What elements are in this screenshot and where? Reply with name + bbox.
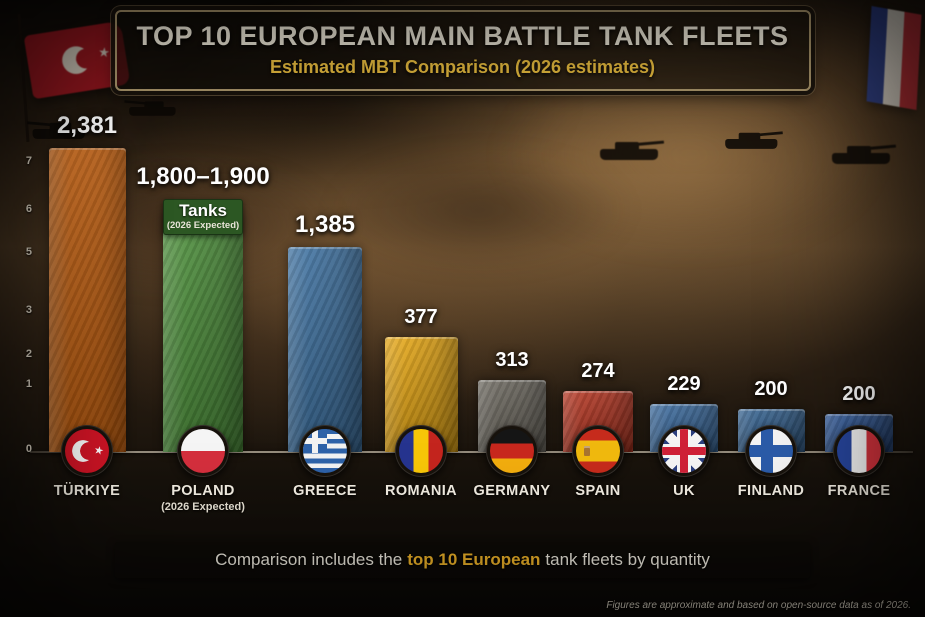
country-label: TÜRKIYE: [53, 483, 121, 499]
chart-baseline: [30, 451, 913, 453]
banner-text-highlight: top 10 European: [407, 550, 541, 569]
bar-finland: 200 FINLAND: [737, 378, 805, 499]
bar-spain: 274 SPAIN: [563, 360, 633, 499]
tank-hull: [600, 149, 658, 160]
bar-value-label: 200: [842, 383, 876, 405]
finland-flag-icon: [749, 429, 793, 473]
germany-flag-icon: [490, 429, 534, 473]
spain-flag-icon: [576, 429, 620, 473]
tank-hull: [725, 139, 778, 149]
tank-turret: [615, 142, 639, 151]
tank-turret: [738, 132, 761, 141]
country-label: GREECE: [293, 483, 357, 499]
banner-text-pre: Comparison includes the: [215, 550, 403, 569]
bar-value-label: 1,385: [294, 211, 356, 238]
page-title: TOP 10 EUROPEAN MAIN BATTLE TANK FLEETS: [136, 21, 789, 51]
flag-badge: [395, 425, 447, 477]
country-label: FRANCE: [827, 483, 891, 499]
turkiye-flag-icon: [65, 429, 109, 473]
page-subtitle: Estimated MBT Comparison (2026 estimates…: [269, 57, 656, 77]
bar-france: 200 FRANCE: [825, 383, 893, 499]
flag-badge: [61, 425, 113, 477]
bar-value-label: 200: [754, 378, 788, 400]
flag-badge: [833, 425, 885, 477]
tank-silhouette: [600, 138, 665, 160]
bar-greece: 1,385 GREECE: [288, 211, 362, 499]
bar-uk: 229 UK: [650, 373, 718, 499]
flag-badge: [299, 425, 351, 477]
banner-text-post: tank fleets by quantity: [545, 550, 710, 569]
flag-badge: [177, 425, 229, 477]
country-label: FINLAND: [737, 483, 805, 499]
bar-value-label: 377: [404, 306, 438, 328]
bottom-banner: Comparison includes the top 10 European ta…: [115, 542, 810, 578]
expected-tanks-plaque: Tanks (2026 Expected): [163, 199, 243, 236]
romania-flag-icon: [399, 429, 443, 473]
tank-turret: [847, 146, 871, 155]
bar-value-label: 2,381: [56, 112, 118, 139]
plaque-line2: (2026 Expected): [166, 219, 240, 231]
plaque-line1: Tanks: [179, 201, 227, 220]
country-label: GERMANY: [473, 483, 551, 499]
flag-badge: [745, 425, 797, 477]
bar-romania: 377 ROMANIA: [384, 306, 458, 499]
bar-turkiye: 2,381 TÜRKIYE: [48, 112, 126, 499]
country-label: POLAND: [171, 483, 235, 499]
greece-flag-icon: [303, 429, 347, 473]
bar-value-label: 274: [581, 360, 615, 382]
flag-badge: [572, 425, 624, 477]
country-label: ROMANIA: [384, 483, 458, 499]
title-frame: TOP 10 EUROPEAN MAIN BATTLE TANK FLEETS …: [114, 10, 811, 91]
tank-silhouette: [832, 142, 897, 164]
tank-hull: [832, 153, 890, 164]
bar-poland: 1,800–1,900 Tanks (2026 Expected) POLAND (20…: [136, 163, 269, 513]
bar-germany: 313 GERMANY: [474, 349, 551, 499]
country-sub-label: (2026 Expected): [161, 501, 245, 513]
flag-badge: [486, 425, 538, 477]
tank-silhouette: [725, 129, 783, 149]
uk-flag-icon: [662, 429, 706, 473]
country-label: SPAIN: [575, 483, 621, 499]
bar-value-label: 1,800–1,900: [136, 163, 270, 190]
flag-badge: [658, 425, 710, 477]
footnote: Figures are approximate and based on ope…: [606, 600, 911, 611]
country-label: UK: [673, 483, 695, 499]
bar-value-label: 313: [495, 349, 529, 371]
poland-flag-icon: [181, 429, 225, 473]
france-flag-icon: [837, 429, 881, 473]
bar-value-label: 229: [667, 373, 701, 395]
